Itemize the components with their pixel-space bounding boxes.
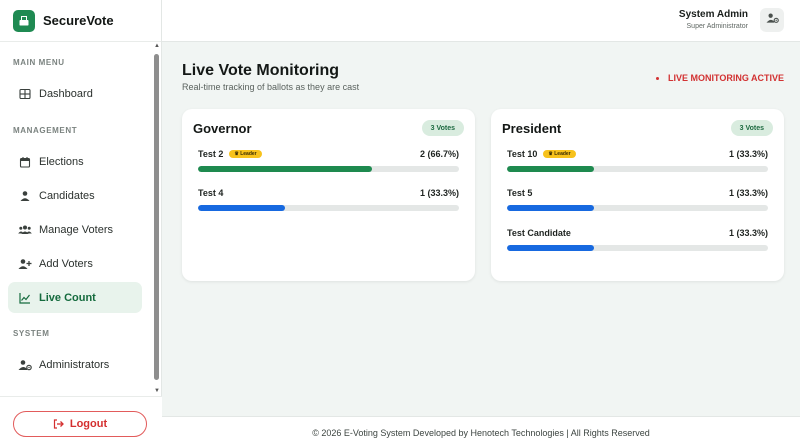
candidate-name: Test 5 bbox=[507, 188, 533, 198]
race-title: Governor bbox=[193, 121, 252, 136]
race-card-president: President 3 Votes Test 10 ♛ Leader 1 (33… bbox=[491, 109, 784, 281]
total-votes-badge: 3 Votes bbox=[730, 120, 773, 136]
sidebar-item-label: Manage Voters bbox=[39, 223, 113, 236]
vote-bar-fill bbox=[198, 166, 373, 172]
candidate-row: Test Candidate 1 (33.3%) bbox=[507, 228, 768, 254]
sidebar-item-candidates[interactable]: Candidates bbox=[8, 180, 142, 211]
candidate-name: Test 2 bbox=[198, 149, 224, 159]
sidebar-item-label: Candidates bbox=[39, 189, 95, 202]
crown-icon: ♛ bbox=[548, 151, 553, 157]
candidate-name-wrap: Test 2 ♛ Leader bbox=[198, 149, 262, 159]
sidebar-item-label: Dashboard bbox=[39, 87, 93, 100]
user-gear-icon bbox=[18, 358, 32, 372]
sidebar-item-add-voters[interactable]: Add Voters bbox=[8, 248, 142, 279]
user-role: Super Administrator bbox=[686, 23, 748, 30]
user-name: System Admin bbox=[678, 9, 748, 20]
ballot-box-icon bbox=[13, 9, 35, 32]
candidate-row: Test 2 ♛ Leader 2 (66.7%) bbox=[198, 149, 459, 175]
top-header: System Admin Super Administrator bbox=[162, 0, 800, 42]
race-card-governor: Governor 3 Votes Test 2 ♛ Leader 2 (66.7… bbox=[182, 109, 475, 281]
live-status-label: LIVE MONITORING ACTIVE bbox=[667, 73, 784, 83]
sidebar-item-label: Administrators bbox=[39, 358, 110, 371]
sidebar-item-label: Elections bbox=[39, 155, 84, 168]
page-title: Live Vote Monitoring bbox=[182, 62, 340, 79]
section-label-system: SYSTEM bbox=[13, 329, 50, 338]
leader-label: Leader bbox=[240, 151, 257, 157]
sidebar-item-elections[interactable]: Elections bbox=[8, 146, 142, 177]
leader-badge: ♛ Leader bbox=[229, 150, 262, 158]
person-tie-icon bbox=[18, 189, 32, 203]
vote-bar-track bbox=[198, 205, 459, 211]
sidebar: SecureVote MAIN MENU Dashboard MANAGEMEN… bbox=[0, 0, 162, 448]
leader-label: Leader bbox=[554, 151, 571, 157]
candidate-name: Test 10 bbox=[507, 149, 538, 159]
section-label-main: MAIN MENU bbox=[13, 58, 65, 67]
logout-button[interactable]: Logout bbox=[13, 411, 147, 437]
vote-bar-track bbox=[507, 166, 768, 172]
line-chart-icon bbox=[18, 291, 32, 305]
total-votes-badge: 3 Votes bbox=[421, 120, 464, 136]
candidate-count: 1 (33.3%) bbox=[728, 188, 768, 198]
users-icon bbox=[18, 223, 32, 237]
candidate-count: 1 (33.3%) bbox=[728, 228, 768, 238]
candidate-name-wrap: Test 10 ♛ Leader bbox=[507, 149, 576, 159]
scroll-thumb[interactable] bbox=[154, 54, 159, 380]
sidebar-item-manage-voters[interactable]: Manage Voters bbox=[8, 214, 142, 245]
candidate-row: Test 10 ♛ Leader 1 (33.3%) bbox=[507, 149, 768, 175]
sign-out-icon bbox=[53, 419, 64, 429]
grid-icon bbox=[18, 87, 32, 101]
leader-badge: ♛ Leader bbox=[543, 150, 576, 158]
user-plus-icon bbox=[18, 257, 32, 271]
scroll-down-arrow-icon[interactable]: ▼ bbox=[154, 388, 160, 394]
brand-name: SecureVote bbox=[43, 13, 114, 28]
vote-bar-fill bbox=[198, 205, 285, 211]
footer-text: © 2026 E-Voting System Developed by Heno… bbox=[312, 427, 650, 438]
vote-bar-track bbox=[507, 245, 768, 251]
logout-label: Logout bbox=[69, 418, 108, 430]
sidebar-item-label: Live Count bbox=[39, 291, 96, 304]
vote-bar-track bbox=[198, 166, 459, 172]
candidate-row: Test 4 1 (33.3%) bbox=[198, 188, 459, 214]
race-title: President bbox=[502, 121, 562, 136]
user-gear-icon bbox=[765, 11, 779, 29]
candidate-name: Test Candidate bbox=[507, 228, 571, 238]
vote-bar-fill bbox=[507, 205, 594, 211]
sidebar-scrollbar[interactable]: ▲ ▼ bbox=[153, 42, 161, 396]
candidate-count: 1 (33.3%) bbox=[419, 188, 459, 198]
brand[interactable]: SecureVote bbox=[0, 0, 161, 42]
candidate-count: 2 (66.7%) bbox=[419, 149, 459, 159]
candidate-name-wrap: Test Candidate bbox=[507, 228, 571, 238]
sidebar-nav: MAIN MENU Dashboard MANAGEMENT Elections… bbox=[0, 42, 162, 396]
candidate-name-wrap: Test 4 bbox=[198, 188, 223, 198]
candidate-name: Test 4 bbox=[198, 188, 224, 198]
page-subtitle: Real-time tracking of ballots as they ar… bbox=[182, 82, 360, 92]
sidebar-item-label: Add Voters bbox=[39, 257, 93, 270]
calendar-icon bbox=[18, 155, 32, 169]
avatar[interactable] bbox=[760, 8, 784, 32]
scroll-up-arrow-icon[interactable]: ▲ bbox=[154, 43, 160, 49]
vote-bar-fill bbox=[507, 166, 594, 172]
section-label-management: MANAGEMENT bbox=[13, 126, 78, 135]
candidate-count: 1 (33.3%) bbox=[728, 149, 768, 159]
crown-icon: ♛ bbox=[234, 151, 239, 157]
sidebar-item-dashboard[interactable]: Dashboard bbox=[8, 78, 142, 109]
vote-bar-fill bbox=[507, 245, 594, 251]
user-info[interactable]: System Admin Super Administrator bbox=[679, 9, 748, 30]
candidate-row: Test 5 1 (33.3%) bbox=[507, 188, 768, 214]
sidebar-item-live-count[interactable]: Live Count bbox=[8, 282, 142, 313]
live-status-indicator: LIVE MONITORING ACTIVE bbox=[655, 73, 784, 83]
vote-bar-track bbox=[507, 205, 768, 211]
live-dot-icon bbox=[655, 76, 659, 80]
sidebar-item-administrators[interactable]: Administrators bbox=[8, 349, 142, 380]
logout-area: Logout bbox=[0, 396, 162, 448]
candidate-name-wrap: Test 5 bbox=[507, 188, 532, 198]
footer: © 2026 E-Voting System Developed by Heno… bbox=[162, 416, 800, 448]
